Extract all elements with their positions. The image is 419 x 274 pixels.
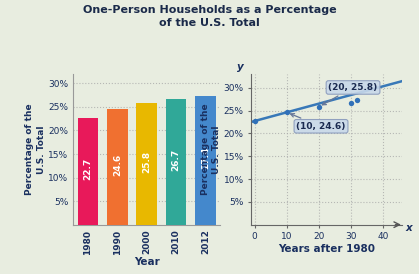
Bar xyxy=(107,109,127,225)
Text: 26.7: 26.7 xyxy=(171,148,181,171)
Text: x: x xyxy=(406,223,412,233)
Bar xyxy=(166,99,186,225)
Point xyxy=(316,105,322,109)
X-axis label: Year: Year xyxy=(134,258,160,267)
Bar xyxy=(78,118,98,225)
Text: y: y xyxy=(237,62,243,72)
Text: (10, 24.6): (10, 24.6) xyxy=(290,114,346,131)
Bar xyxy=(136,103,157,225)
Point xyxy=(347,101,354,105)
Bar xyxy=(195,96,215,225)
Text: 24.6: 24.6 xyxy=(113,153,122,176)
Point xyxy=(283,110,290,115)
Text: 22.7: 22.7 xyxy=(83,158,93,180)
Point xyxy=(251,119,258,123)
Y-axis label: Percentage of the
U.S. Total: Percentage of the U.S. Total xyxy=(26,104,46,195)
Text: One-Person Households as a Percentage
of the U.S. Total: One-Person Households as a Percentage of… xyxy=(83,5,336,28)
Text: 27.4: 27.4 xyxy=(201,147,210,169)
Y-axis label: Percentage of the
U.S. Total: Percentage of the U.S. Total xyxy=(201,104,221,195)
Point xyxy=(354,97,361,102)
Text: 25.8: 25.8 xyxy=(142,150,151,173)
Text: (20, 25.8): (20, 25.8) xyxy=(323,83,378,105)
X-axis label: Years after 1980: Years after 1980 xyxy=(278,244,375,254)
